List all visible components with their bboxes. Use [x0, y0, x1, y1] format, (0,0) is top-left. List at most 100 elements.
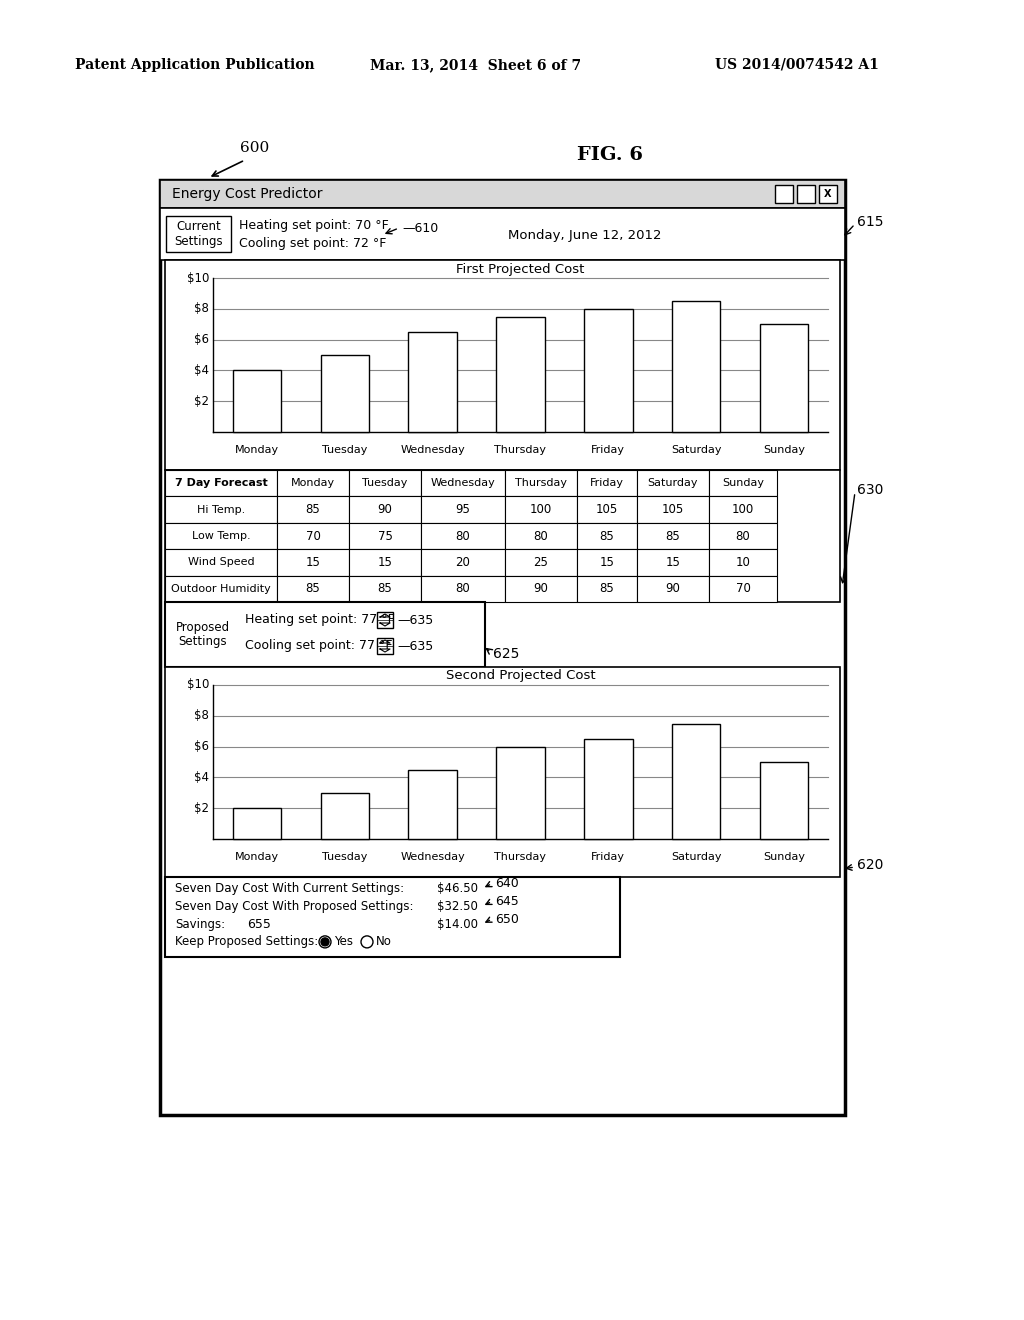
Text: Wednesday: Wednesday	[400, 851, 465, 862]
Text: Wednesday: Wednesday	[400, 445, 465, 455]
Bar	[577, 470, 637, 496]
Bar	[278, 576, 349, 602]
Text: $4: $4	[194, 364, 209, 378]
Text: Heating set point: 77 °F: Heating set point: 77 °F	[245, 614, 394, 627]
Text: 655: 655	[247, 917, 271, 931]
Text: 645: 645	[495, 895, 519, 908]
Text: Cooling set point: 77 °F: Cooling set point: 77 °F	[245, 639, 392, 652]
Text: Monday: Monday	[291, 478, 335, 488]
Bar	[160, 209, 845, 260]
Bar	[349, 523, 421, 549]
Bar	[760, 762, 808, 840]
Bar	[278, 470, 349, 496]
Text: Seven Day Cost With Current Settings:: Seven Day Cost With Current Settings:	[175, 882, 404, 895]
Text: $2: $2	[194, 801, 209, 814]
Text: 70: 70	[305, 529, 321, 543]
Text: Seven Day Cost With Proposed Settings:: Seven Day Cost With Proposed Settings:	[175, 900, 414, 913]
Text: 625: 625	[493, 647, 519, 661]
Bar	[160, 180, 845, 1115]
Bar	[637, 470, 709, 496]
Bar	[577, 523, 637, 549]
Bar	[577, 576, 637, 602]
Text: Tuesday: Tuesday	[323, 445, 368, 455]
Text: 15: 15	[305, 556, 321, 569]
Bar	[321, 355, 369, 432]
Bar	[709, 496, 777, 523]
Bar	[421, 470, 505, 496]
Bar	[165, 523, 278, 549]
Bar	[349, 470, 421, 496]
Text: First Projected Cost: First Projected Cost	[457, 263, 585, 276]
Text: Proposed
Settings: Proposed Settings	[176, 620, 230, 648]
Text: 85: 85	[666, 529, 680, 543]
Bar	[577, 549, 637, 576]
Bar	[709, 549, 777, 576]
Bar	[497, 317, 545, 432]
Text: 100: 100	[529, 503, 552, 516]
Bar	[165, 260, 840, 470]
Text: FIG. 6: FIG. 6	[577, 147, 643, 164]
Text: 650: 650	[495, 912, 519, 925]
Text: —635: —635	[397, 614, 433, 627]
Bar	[797, 185, 815, 203]
Bar	[349, 496, 421, 523]
Text: $32.50: $32.50	[437, 900, 478, 913]
Bar	[166, 216, 231, 252]
Text: 100: 100	[732, 503, 754, 516]
Bar	[585, 739, 633, 840]
Bar	[505, 496, 577, 523]
Bar	[577, 496, 637, 523]
Bar	[165, 576, 278, 602]
Text: 85: 85	[305, 503, 321, 516]
Text: Thursday: Thursday	[495, 851, 547, 862]
Text: 20: 20	[456, 556, 470, 569]
Text: Friday: Friday	[591, 851, 626, 862]
Text: $2: $2	[194, 395, 209, 408]
Text: Monday: Monday	[234, 445, 279, 455]
Bar	[321, 793, 369, 840]
Text: Tuesday: Tuesday	[323, 851, 368, 862]
Bar	[165, 549, 278, 576]
Bar	[377, 638, 393, 653]
Text: 90: 90	[534, 582, 549, 595]
Text: Yes: Yes	[334, 936, 353, 948]
Text: Patent Application Publication: Patent Application Publication	[75, 58, 314, 73]
Text: Second Projected Cost: Second Projected Cost	[445, 669, 595, 682]
Bar	[278, 523, 349, 549]
Text: 615: 615	[857, 215, 884, 228]
Text: Monday: Monday	[234, 851, 279, 862]
Text: Energy Cost Predictor: Energy Cost Predictor	[172, 187, 323, 201]
Text: Current
Settings: Current Settings	[174, 220, 223, 248]
Text: 640: 640	[495, 876, 519, 890]
Bar	[497, 747, 545, 840]
Bar	[709, 523, 777, 549]
Text: 105: 105	[596, 503, 618, 516]
Text: Tuesday: Tuesday	[362, 478, 408, 488]
Bar	[709, 576, 777, 602]
Bar	[585, 309, 633, 432]
Bar	[165, 470, 278, 496]
Text: 15: 15	[378, 556, 392, 569]
Text: 80: 80	[456, 529, 470, 543]
Text: 7 Day Forecast: 7 Day Forecast	[175, 478, 267, 488]
Text: 80: 80	[735, 529, 751, 543]
Text: —635: —635	[397, 639, 433, 652]
Text: Savings:: Savings:	[175, 917, 225, 931]
Text: 70: 70	[735, 582, 751, 595]
Bar	[672, 723, 720, 840]
Bar	[165, 602, 485, 667]
Text: 85: 85	[600, 582, 614, 595]
Bar	[278, 496, 349, 523]
Text: Sunday: Sunday	[722, 478, 764, 488]
Text: Hi Temp.: Hi Temp.	[197, 504, 245, 515]
Text: $46.50: $46.50	[437, 882, 478, 895]
Circle shape	[321, 939, 329, 946]
Bar	[409, 331, 457, 432]
Bar	[505, 523, 577, 549]
Text: Mar. 13, 2014  Sheet 6 of 7: Mar. 13, 2014 Sheet 6 of 7	[370, 58, 582, 73]
Text: Heating set point: 70 °F: Heating set point: 70 °F	[239, 219, 389, 232]
Text: $14.00: $14.00	[437, 917, 478, 931]
Bar	[349, 576, 421, 602]
Text: $10: $10	[186, 272, 209, 285]
Bar	[505, 576, 577, 602]
